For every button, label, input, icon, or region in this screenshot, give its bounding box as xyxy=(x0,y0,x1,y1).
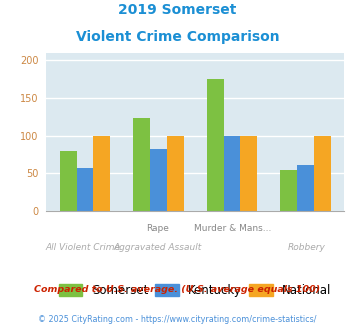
Bar xyxy=(77,168,93,211)
Bar xyxy=(93,136,110,211)
Legend: Somerset, Kentucky, National: Somerset, Kentucky, National xyxy=(59,283,332,297)
Text: Violent Crime Comparison: Violent Crime Comparison xyxy=(76,30,279,44)
Bar xyxy=(240,136,257,211)
Bar xyxy=(150,149,167,211)
Text: © 2025 CityRating.com - https://www.cityrating.com/crime-statistics/: © 2025 CityRating.com - https://www.city… xyxy=(38,315,317,324)
Bar xyxy=(60,151,77,211)
Bar xyxy=(207,79,224,211)
Bar xyxy=(314,136,331,211)
Text: Compared to U.S. average. (U.S. average equals 100): Compared to U.S. average. (U.S. average … xyxy=(34,285,321,294)
Text: All Violent Crime: All Violent Crime xyxy=(46,243,121,251)
Bar xyxy=(297,165,314,211)
Text: Robbery: Robbery xyxy=(288,243,326,251)
Text: Aggravated Assault: Aggravated Assault xyxy=(114,243,202,251)
Text: 2019 Somerset: 2019 Somerset xyxy=(118,3,237,17)
Text: Murder & Mans...: Murder & Mans... xyxy=(194,224,271,233)
Bar xyxy=(224,136,240,211)
Bar xyxy=(133,118,150,211)
Text: Rape: Rape xyxy=(147,224,169,233)
Bar xyxy=(167,136,184,211)
Bar xyxy=(280,171,297,211)
